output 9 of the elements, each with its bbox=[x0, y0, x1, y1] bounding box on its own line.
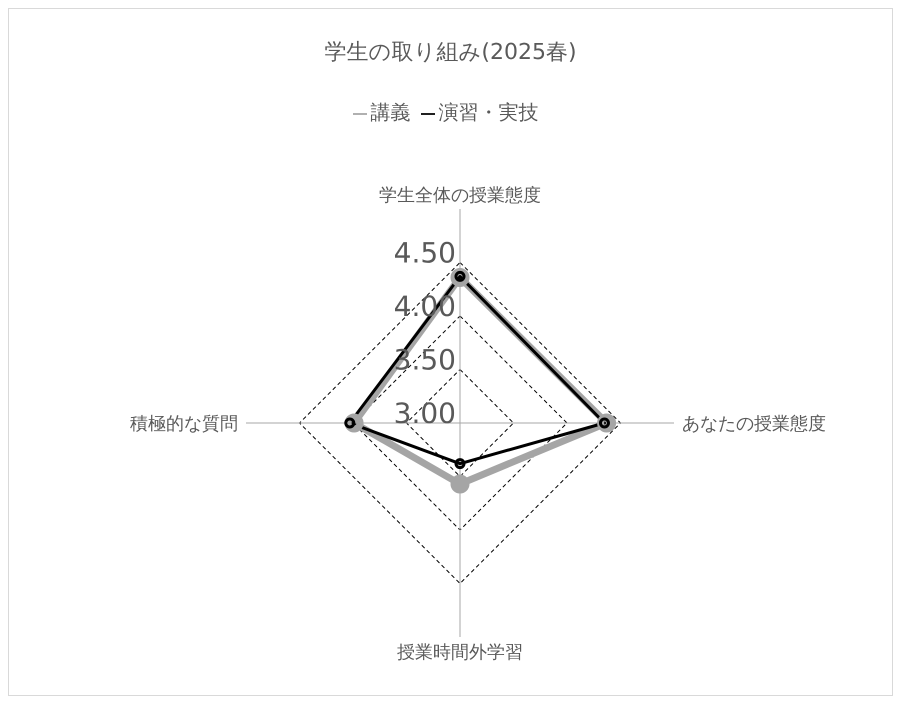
chart-title: 学生の取り組み(2025春) bbox=[323, 39, 578, 67]
y-tick-label: 4.50 bbox=[394, 236, 456, 270]
y-tick-label: 3.00 bbox=[394, 397, 456, 430]
spoke-label: 積極的な質問 bbox=[130, 413, 238, 434]
legend-label: 演習・実技 bbox=[438, 100, 538, 124]
spoke-label: あなたの授業態度 bbox=[682, 413, 826, 434]
spoke-label: 学生全体の授業態度 bbox=[379, 185, 541, 206]
legend-label: 講義 bbox=[370, 100, 410, 124]
spoke-label: 授業時間外学習 bbox=[397, 642, 523, 663]
